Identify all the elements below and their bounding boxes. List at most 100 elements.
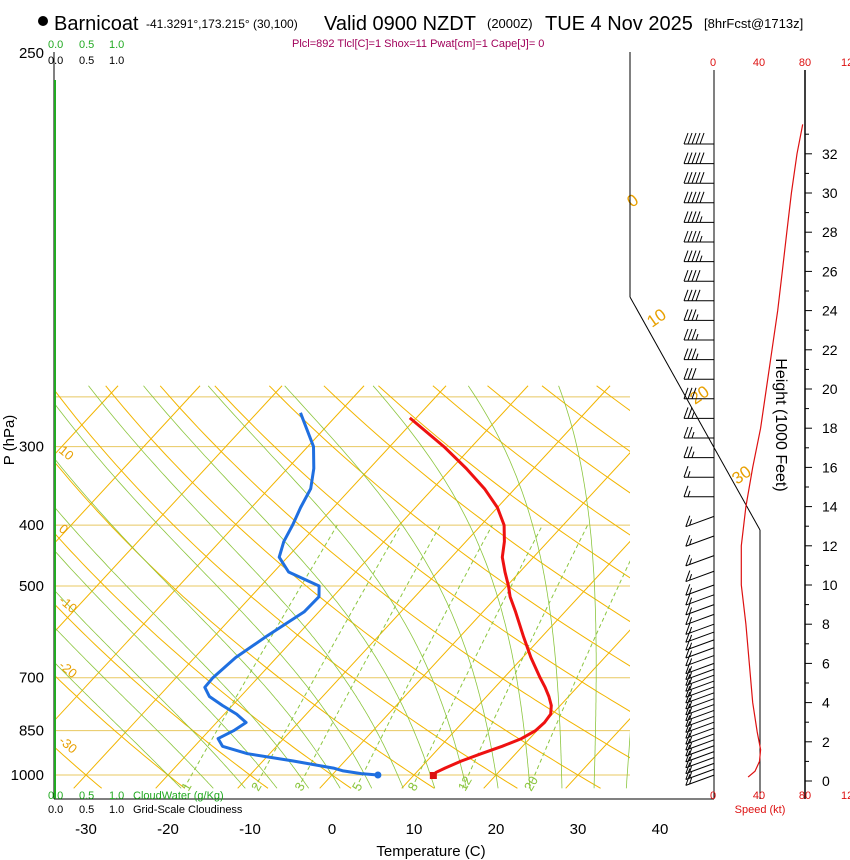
mixing-ratio-label-2: 2 xyxy=(248,780,265,794)
speed-axis-title: Speed (kt) xyxy=(735,804,786,816)
wind-barb xyxy=(683,446,714,459)
mixing-ratio-label-8: 8 xyxy=(404,780,421,794)
x-tick-10: 10 xyxy=(406,821,423,838)
speed-top-2: 80 xyxy=(799,57,811,69)
dry-adiabat-0 xyxy=(54,531,352,789)
station-marker-icon xyxy=(38,16,48,26)
dry-adiabat-130 xyxy=(651,386,850,789)
cloud-black-top-1: 0.5 xyxy=(79,55,94,67)
height-tick-2: 2 xyxy=(822,734,830,750)
speed-ticks-top: 0 40 80 12 xyxy=(710,57,850,69)
dry-adiabat-120 xyxy=(596,385,630,412)
height-tick-12: 12 xyxy=(822,538,838,554)
wind-barb xyxy=(685,715,715,728)
wind-barb xyxy=(685,593,715,606)
dewpoint-profile xyxy=(203,412,379,777)
wind-barb xyxy=(685,738,715,751)
wind-barb xyxy=(683,172,714,184)
isotherm-40 xyxy=(648,386,850,789)
wind-barb xyxy=(685,727,715,739)
cloud-water-label: CloudWater (g/Kg) xyxy=(133,790,224,802)
p-tick-1000: 1000 xyxy=(11,767,44,784)
height-tick-16: 16 xyxy=(822,459,838,475)
height-tick-18: 18 xyxy=(822,420,838,436)
moist-adiabat--16 xyxy=(54,626,214,789)
cloud-black-top-0: 0.0 xyxy=(48,55,63,67)
valid-time: Valid 0900 NZDT xyxy=(324,13,476,35)
wind-barb xyxy=(685,756,715,769)
y-axis-title: P (hPa) xyxy=(1,415,18,466)
height-tick-0: 0 xyxy=(822,773,830,789)
cloudiness-label: Grid-Scale Cloudiness xyxy=(133,804,243,816)
moist-adiabat-36 xyxy=(625,730,630,789)
wind-barb xyxy=(685,515,715,528)
wind-barb xyxy=(683,211,714,223)
cloud-green-top-2: 1.0 xyxy=(109,39,124,51)
dry-adiabat-10 xyxy=(54,460,435,789)
x-axis-ticks: -30 -20 -10 0 10 20 30 40 xyxy=(75,821,668,838)
cloud-scale-top: 0.0 0.5 1.0 0.0 0.5 1.0 xyxy=(48,39,124,67)
moist-adiabat-16 xyxy=(207,385,467,789)
isotherm-label--30: -30 xyxy=(56,733,80,757)
utc-time: (2000Z) xyxy=(487,16,533,31)
surface-temperature-marker xyxy=(429,772,437,779)
height-tick-24: 24 xyxy=(822,303,838,319)
station-coords: -41.3291°,173.215° (30,100) xyxy=(146,17,298,31)
dry-adiabat-70 xyxy=(323,385,630,623)
p-tick-700: 700 xyxy=(19,670,44,687)
wind-barb xyxy=(685,680,715,692)
forecast-info: [8hrFcst@1713z] xyxy=(704,16,803,31)
moist-adiabat-28 xyxy=(467,385,563,789)
isotherm--50 xyxy=(54,385,283,634)
speed-top-1: 40 xyxy=(753,57,765,69)
wind-barb xyxy=(683,485,714,498)
mixing-ratio-label-12: 12 xyxy=(455,773,475,793)
wind-barb xyxy=(683,348,714,361)
wind-barb xyxy=(683,309,714,321)
wind-barb xyxy=(685,697,715,710)
isotherm--30 xyxy=(73,385,447,789)
cloud-green-bottom-2: 1.0 xyxy=(109,790,124,802)
wind-barb xyxy=(683,328,714,341)
station-name: Barnicoat xyxy=(54,13,139,35)
wind-barb xyxy=(685,603,715,616)
moist-adiabat-12 xyxy=(143,385,436,789)
dry-adiabat--20 xyxy=(54,674,186,789)
p-tick-250: 250 xyxy=(19,45,44,62)
wind-barb xyxy=(685,721,715,733)
cloud-green-top-0: 0.0 xyxy=(48,39,63,51)
isotherm-label-0: 0 xyxy=(56,521,71,537)
wind-barb xyxy=(685,733,715,745)
pressure-axis-ticks: 250 300 400 500 700 850 1000 xyxy=(11,45,44,784)
surface-dewpoint-marker xyxy=(374,771,382,779)
x-tick--20: -20 xyxy=(157,821,179,838)
mixing-ratio-label-20: 20 xyxy=(521,773,541,793)
wind-barb xyxy=(685,768,715,780)
wind-barb xyxy=(685,744,715,757)
moist-adiabat--20 xyxy=(54,661,182,789)
wind-barb xyxy=(685,774,715,786)
wind-barb xyxy=(685,584,715,596)
speed-ticks-bottom: 0 40 80 12 xyxy=(710,790,850,802)
moist-adiabat--12 xyxy=(54,589,246,789)
wind-barb xyxy=(683,426,714,439)
speed-top-0: 0 xyxy=(710,57,716,69)
wind-barb xyxy=(685,623,715,635)
wind-barb xyxy=(685,750,715,763)
dry-adiabat-50 xyxy=(214,385,630,712)
wind-barb xyxy=(683,230,714,243)
wind-barb xyxy=(683,191,714,204)
wind-barb xyxy=(683,132,714,145)
wind-barb xyxy=(685,762,715,775)
isotherm--10 xyxy=(237,385,611,789)
x-tick--10: -10 xyxy=(239,821,261,838)
wind-barb xyxy=(683,387,714,400)
speed-bottom-2: 80 xyxy=(799,790,811,802)
mixing-ratio-2 xyxy=(254,524,402,789)
isotherm-0 xyxy=(319,452,630,789)
cloud-green-bottom-1: 0.5 xyxy=(79,790,94,802)
wind-barb xyxy=(683,250,714,263)
